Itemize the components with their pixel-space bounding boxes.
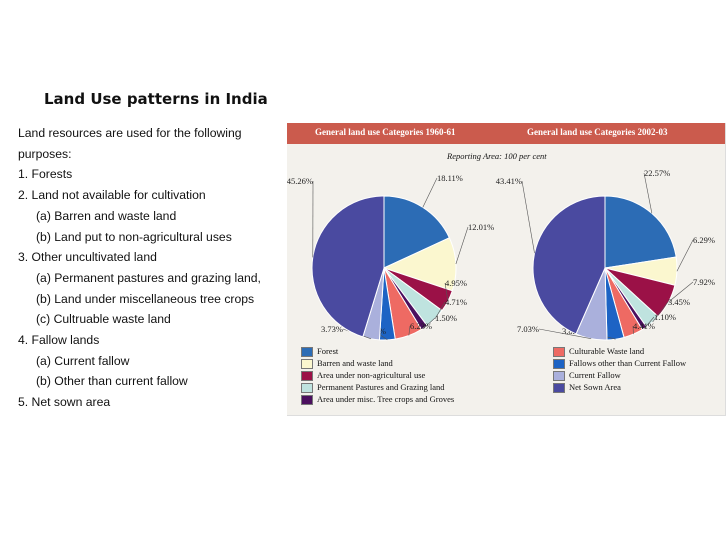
leader-line	[643, 172, 653, 214]
list-item: 5. Net sown area	[18, 395, 111, 410]
legend-swatch	[301, 395, 313, 405]
list-subitem: (a) Barren and waste land	[36, 208, 177, 223]
legend-label: Barren and waste land	[317, 358, 393, 368]
leader-line	[644, 316, 655, 329]
leader-line	[652, 301, 669, 323]
legend-left: Forest Barren and waste land Area under no…	[301, 346, 501, 408]
legend-swatch	[301, 383, 313, 393]
slice-label: 6.29%	[693, 235, 715, 245]
slice-label: 43.41%	[496, 176, 522, 186]
slice-label: 4.95%	[445, 278, 467, 288]
list-item: 4. Fallow lands	[18, 333, 100, 348]
legend-right: Culturable Waste land Fallows other than …	[553, 346, 723, 396]
legend-label: Current Fallow	[569, 370, 621, 380]
header-2002: General land use Categories 2002-03	[527, 127, 668, 137]
list-subitem: (a) Current fallow	[36, 353, 130, 368]
legend-swatch	[553, 383, 565, 393]
slice-label: 3.73%	[321, 324, 343, 334]
leader-line	[444, 282, 449, 302]
legend-swatch	[553, 359, 565, 369]
intro-line: purposes:	[18, 146, 72, 161]
legend-label: Area under misc. Tree crops and Groves	[317, 394, 455, 404]
land-use-figure: General land use Categories 1960-61 Gene…	[287, 123, 726, 416]
pie-slice	[311, 195, 385, 338]
intro-line: Land resources are used for the followin…	[18, 126, 242, 140]
list-subitem: (c) Cultruable waste land	[36, 312, 171, 327]
list-subitem: (a) Permanent pastures and grazing land,	[36, 270, 261, 285]
leader-line	[668, 281, 694, 303]
legend-label: Area under non-agricultural use	[317, 370, 426, 380]
slice-label: 4.71%	[445, 297, 467, 307]
legend-swatch	[301, 371, 313, 381]
legend-label: Net Sown Area	[569, 382, 621, 392]
slice-label: 12.01%	[468, 222, 494, 232]
list-item: 1. Forests	[18, 167, 73, 182]
legend-label: Fallows other than Current Fallow	[569, 358, 687, 368]
legend-swatch	[553, 347, 565, 357]
leader-line	[424, 317, 436, 328]
header-1960: General land use Categories 1960-61	[315, 127, 456, 137]
land-use-list: Land resources are used for the followin…	[18, 123, 288, 413]
leader-line	[455, 226, 469, 265]
leader-line	[408, 325, 411, 336]
slice-label: 6.23%	[410, 321, 432, 331]
legend-label: Forest	[317, 346, 339, 356]
leader-line	[538, 328, 592, 339]
slice-label: 3.45%	[668, 297, 690, 307]
reporting-area: Reporting Area: 100 per cent	[447, 151, 547, 161]
leader-line	[422, 177, 438, 208]
slice-label: 1.10%	[654, 312, 676, 322]
pie-slice	[604, 195, 677, 269]
figure-header: General land use Categories 1960-61 Gene…	[287, 123, 725, 144]
legend-label: Permanent Pastures and Grazing land	[317, 382, 445, 392]
list-item: 3. Other uncultivated land	[18, 250, 157, 265]
list-item: 2. Land not available for cultivation	[18, 188, 206, 203]
legend-swatch	[301, 359, 313, 369]
slice-label: 4.41%	[633, 321, 655, 331]
slice-label: 1.50%	[435, 313, 457, 323]
slice-label: 7.03%	[517, 324, 539, 334]
leader-line	[521, 180, 535, 254]
slice-label: 18.11%	[437, 173, 463, 183]
pie-charts: 18.11%12.01%4.95%4.71%1.50%6.23%3.50%3.7…	[287, 168, 715, 341]
slice-label: 22.57%	[644, 168, 670, 178]
legend-swatch	[301, 347, 313, 357]
slide-title: Land Use patterns in India	[44, 90, 268, 108]
leader-line	[434, 301, 446, 319]
slice-label: 7.92%	[693, 277, 715, 287]
leader-line	[676, 239, 694, 272]
slice-label: 45.26%	[287, 176, 313, 186]
legend-label: Culturable Waste land	[569, 346, 645, 356]
list-subitem: (b) Land put to non-agricultural uses	[36, 229, 232, 244]
list-subitem: (b) Other than current fallow	[36, 374, 188, 389]
legend-swatch	[553, 371, 565, 381]
list-subitem: (b) Land under miscellaneous tree crops	[36, 291, 255, 306]
